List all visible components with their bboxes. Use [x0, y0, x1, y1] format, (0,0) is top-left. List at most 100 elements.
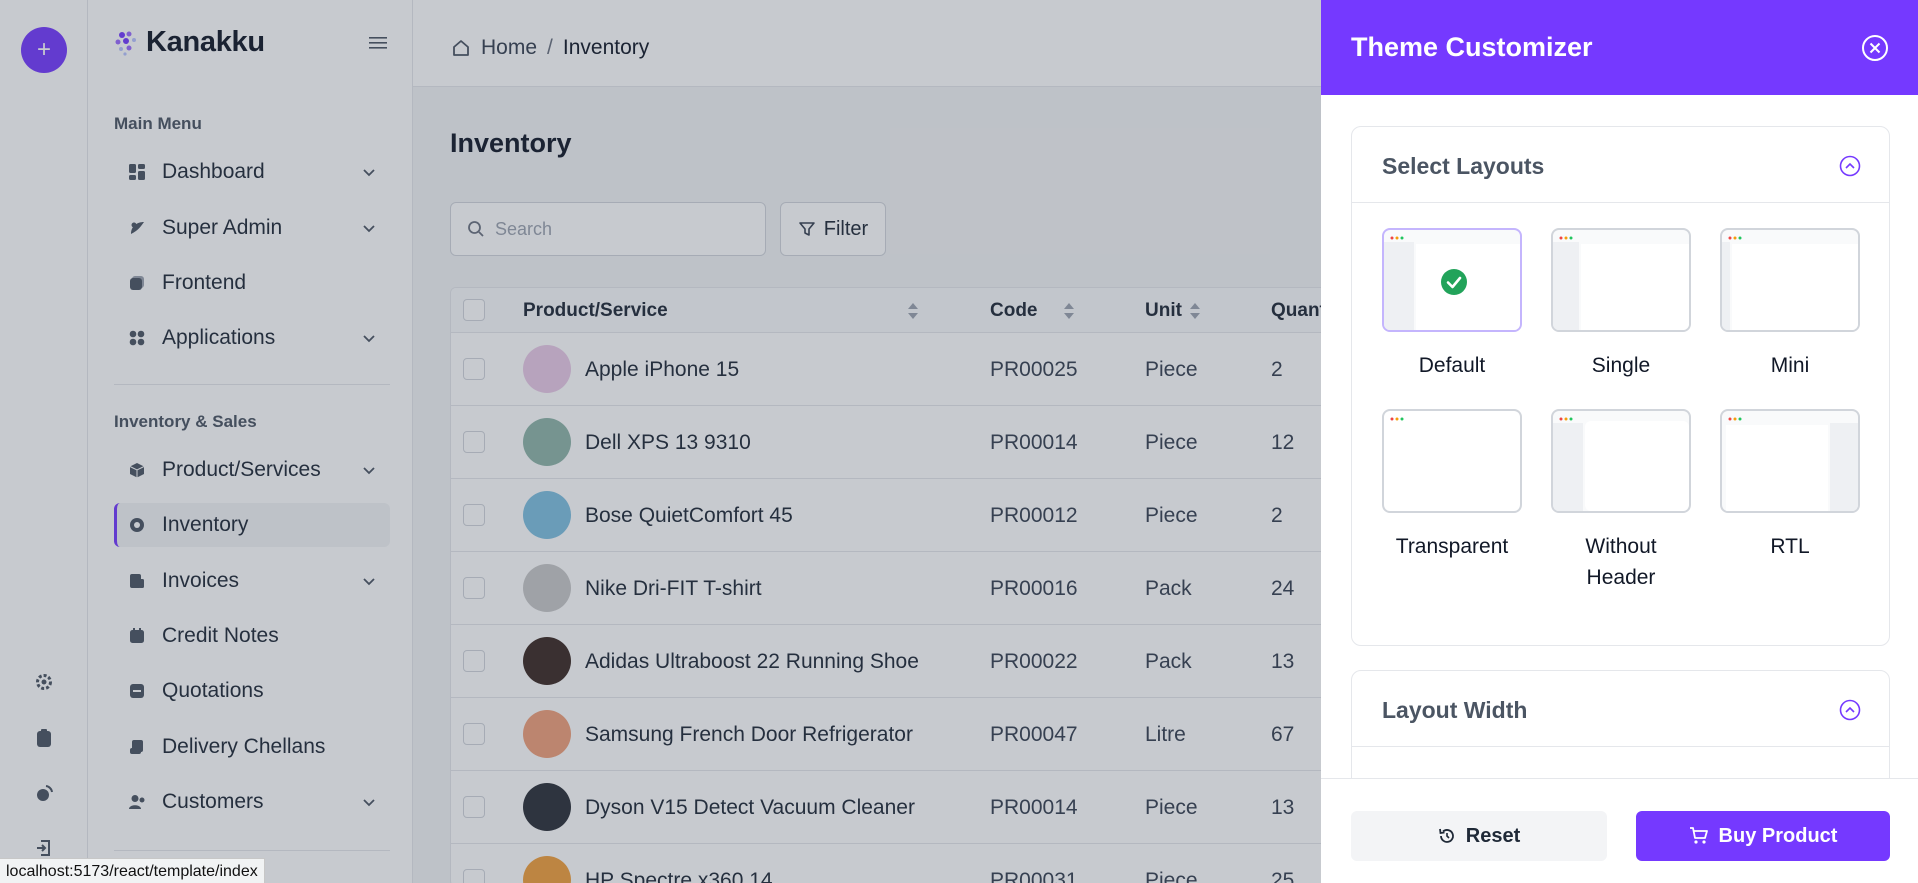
product-name[interactable]: Dell XPS 13 9310: [585, 431, 751, 454]
table-row[interactable]: HP Spectre x360 14 PR00031 Piece 25: [451, 844, 1349, 883]
product-name[interactable]: Nike Dri-FIT T-shirt: [585, 577, 762, 600]
layout-width-card: Layout Width: [1351, 670, 1890, 778]
sidebar-item-frontend[interactable]: Frontend: [114, 261, 390, 305]
product-name[interactable]: Apple iPhone 15: [585, 358, 740, 381]
column-header-product[interactable]: Product/Service: [523, 300, 668, 321]
reset-button[interactable]: Reset: [1351, 811, 1607, 861]
reset-label: Reset: [1465, 824, 1521, 847]
sidebar-item-dashboard[interactable]: Dashboard: [114, 150, 390, 194]
product-name[interactable]: Samsung French Door Refrigerator: [585, 723, 913, 746]
row-checkbox[interactable]: [463, 650, 485, 672]
chevron-up-circle-icon[interactable]: [1839, 699, 1861, 721]
product-name[interactable]: HP Spectre x360 14: [585, 869, 773, 883]
chevron-up-circle-icon[interactable]: [1839, 155, 1861, 177]
sidebar-item-label: Delivery Chellans: [162, 735, 326, 758]
layout-option-single[interactable]: Single: [1551, 228, 1691, 381]
plus-icon[interactable]: +: [21, 27, 67, 73]
product-avatar: [523, 783, 571, 831]
sidebar-item-product-services[interactable]: Product/Services: [114, 448, 390, 492]
layout-option-transparent[interactable]: Transparent: [1382, 409, 1522, 562]
product-name[interactable]: Adidas Ultraboost 22 Running Shoe: [585, 650, 919, 673]
search-box[interactable]: [450, 202, 766, 256]
layout-option-rtl[interactable]: RTL: [1720, 409, 1860, 562]
layout-option-label: Default: [1418, 354, 1486, 377]
gear-icon[interactable]: [30, 668, 58, 696]
row-checkbox[interactable]: [463, 358, 485, 380]
home-icon[interactable]: [451, 38, 471, 58]
layers-icon: [128, 274, 146, 292]
brand-name: Kanakku: [146, 26, 265, 58]
product-code: PR00014: [990, 796, 1078, 819]
table-row[interactable]: Apple iPhone 15 PR00025 Piece 2: [451, 333, 1349, 406]
column-header-quantity[interactable]: Quant: [1271, 300, 1326, 321]
table-row[interactable]: Dell XPS 13 9310 PR00014 Piece 12: [451, 406, 1349, 479]
select-all-checkbox[interactable]: [463, 299, 485, 321]
row-checkbox[interactable]: [463, 869, 485, 883]
brand[interactable]: Kanakku: [114, 26, 265, 59]
satellite-icon[interactable]: [30, 780, 58, 808]
sidebar-item-label: Quotations: [162, 679, 264, 702]
close-icon[interactable]: [1861, 34, 1889, 62]
clipboard-icon[interactable]: [30, 724, 58, 752]
sidebar-item-label: Frontend: [162, 271, 247, 294]
product-avatar: [523, 564, 571, 612]
sidebar-item-delivery-chellans[interactable]: Delivery Chellans: [114, 725, 390, 769]
logout-icon[interactable]: [30, 834, 58, 862]
sidebar-item-label: Dashboard: [162, 160, 265, 183]
table-row[interactable]: Nike Dri-FIT T-shirt PR00016 Pack 24: [451, 552, 1349, 625]
row-checkbox[interactable]: [463, 723, 485, 745]
buy-product-button[interactable]: Buy Product: [1636, 811, 1890, 861]
row-checkbox[interactable]: [463, 796, 485, 818]
product-name[interactable]: Dyson V15 Detect Vacuum Cleaner: [585, 796, 915, 819]
layout-option-default[interactable]: Default: [1382, 228, 1522, 381]
column-header-unit[interactable]: Unit: [1145, 300, 1182, 321]
sidebar-item-label: Product/Services: [162, 458, 321, 481]
table-row[interactable]: Samsung French Door Refrigerator PR00047 L…: [451, 698, 1349, 771]
page-title: Inventory: [450, 128, 572, 158]
sort-icon[interactable]: [1063, 301, 1075, 321]
product-code: PR00047: [990, 723, 1078, 746]
sidebar-item-quotations[interactable]: Quotations: [114, 669, 390, 713]
sort-icon[interactable]: [1189, 301, 1201, 321]
breadcrumb-home[interactable]: Home: [481, 36, 538, 59]
layout-thumb: [1382, 409, 1522, 513]
table-row[interactable]: Adidas Ultraboost 22 Running Shoe PR00022…: [451, 625, 1349, 698]
row-checkbox[interactable]: [463, 431, 485, 453]
chevron-down-icon: [363, 169, 375, 177]
row-checkbox[interactable]: [463, 504, 485, 526]
product-unit: Piece: [1145, 358, 1198, 381]
search-icon: [468, 221, 484, 237]
column-header-code[interactable]: Code: [990, 300, 1038, 321]
sidebar-item-label: Invoices: [162, 569, 240, 592]
sort-icon[interactable]: [907, 301, 919, 321]
sidebar-item-super-admin[interactable]: Super Admin: [114, 206, 390, 250]
layout-option-without-header[interactable]: Without Header: [1551, 409, 1691, 593]
select-layouts-header[interactable]: Select Layouts: [1352, 127, 1889, 203]
product-code: PR00025: [990, 358, 1078, 381]
search-input[interactable]: [495, 218, 745, 240]
sidebar-item-invoices[interactable]: Invoices: [114, 559, 390, 603]
apps-icon: [128, 329, 146, 347]
filter-button[interactable]: Filter: [780, 202, 886, 256]
breadcrumb: Home / Inventory: [451, 36, 649, 60]
layout-width-header[interactable]: Layout Width: [1352, 671, 1889, 747]
product-quantity: 25: [1271, 869, 1295, 883]
layout-option-mini[interactable]: Mini: [1720, 228, 1860, 381]
status-url: localhost:5173/react/template/index: [0, 858, 265, 883]
layout-thumb: [1720, 409, 1860, 513]
window-dots-icon: [1390, 417, 1404, 421]
product-quantity: 12: [1271, 431, 1295, 454]
row-checkbox[interactable]: [463, 577, 485, 599]
sidebar-item-credit-notes[interactable]: Credit Notes: [114, 614, 390, 658]
filter-label: Filter: [823, 217, 869, 240]
sidebar-item-inventory[interactable]: Inventory: [114, 503, 390, 547]
product-code: PR00022: [990, 650, 1078, 673]
product-quantity: 67: [1271, 723, 1295, 746]
panel-body: Select Layouts Default Single: [1321, 95, 1918, 778]
product-name[interactable]: Bose QuietComfort 45: [585, 504, 793, 527]
table-row[interactable]: Bose QuietComfort 45 PR00012 Piece 2: [451, 479, 1349, 552]
table-row[interactable]: Dyson V15 Detect Vacuum Cleaner PR00014 Pi…: [451, 771, 1349, 844]
sidebar-item-applications[interactable]: Applications: [114, 316, 390, 360]
sidebar-item-customers[interactable]: Customers: [114, 780, 390, 824]
hamburger-icon[interactable]: [369, 36, 387, 50]
